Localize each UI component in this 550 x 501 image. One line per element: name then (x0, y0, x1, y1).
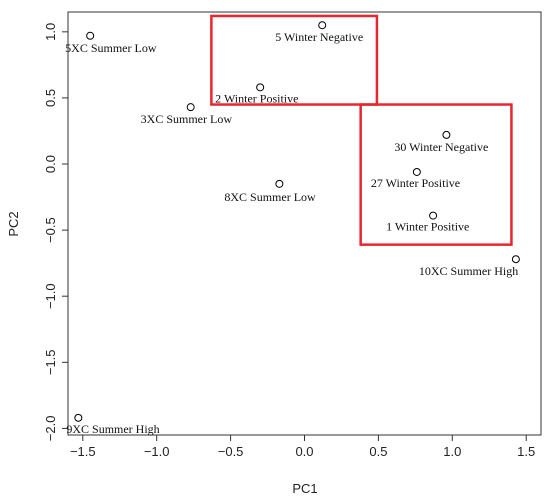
scatter-point (256, 83, 265, 92)
x-axis-title: PC1 (292, 481, 317, 496)
x-tick-label: 1.0 (443, 444, 461, 459)
scatter-point (442, 130, 451, 139)
y-tick-label: −0.5 (43, 217, 58, 243)
highlight-box (210, 14, 379, 106)
point-label: 8XC Summer Low (224, 190, 316, 204)
point-label: 2 Winter Positive (215, 91, 298, 105)
scatter-point (74, 413, 83, 422)
point-label: 5XC Summer Low (65, 41, 157, 55)
scatter-point (275, 179, 284, 188)
x-tick-label: 0.0 (295, 444, 313, 459)
data-points (74, 21, 520, 422)
scatter-point (429, 211, 438, 220)
y-tick-label: 1.0 (43, 23, 58, 41)
y-tick-label: −1.0 (43, 283, 58, 309)
x-axis: −1.5 −1.0 −0.5 0.0 0.5 1.0 1.5 (70, 435, 535, 459)
scatter-point (318, 21, 327, 30)
point-label: 1 Winter Positive (386, 220, 469, 234)
y-axis-title: PC2 (6, 211, 21, 236)
point-label: 3XC Summer Low (141, 112, 233, 126)
y-axis: −2.0 −1.5 −1.0 −0.5 0.0 0.5 1.0 (43, 23, 68, 441)
point-label: 27 Winter Positive (371, 176, 460, 190)
plot-frame (67, 11, 542, 436)
scatter-point (186, 103, 195, 112)
highlight-box (359, 103, 513, 246)
x-tick-label: 1.5 (517, 444, 535, 459)
point-label: 9XC Summer High (66, 422, 159, 436)
y-tick-label: −1.5 (43, 349, 58, 375)
highlight-boxes (210, 14, 513, 246)
y-tick-label: −2.0 (43, 416, 58, 442)
x-tick-label: −1.0 (144, 444, 170, 459)
point-labels: 5XC Summer Low 5 Winter Negative 2 Winter … (65, 30, 518, 436)
point-label: 5 Winter Negative (275, 30, 363, 44)
y-tick-label: 0.0 (43, 155, 58, 173)
x-tick-label: −1.5 (70, 444, 96, 459)
y-tick-label: 0.5 (43, 89, 58, 107)
x-tick-label: −0.5 (218, 444, 244, 459)
scatter-point (412, 167, 421, 176)
point-label: 10XC Summer High (419, 264, 518, 278)
point-label: 30 Winter Negative (394, 140, 488, 154)
x-tick-label: 0.5 (369, 444, 387, 459)
scatter-point (86, 31, 95, 40)
scatter-point (511, 255, 520, 264)
